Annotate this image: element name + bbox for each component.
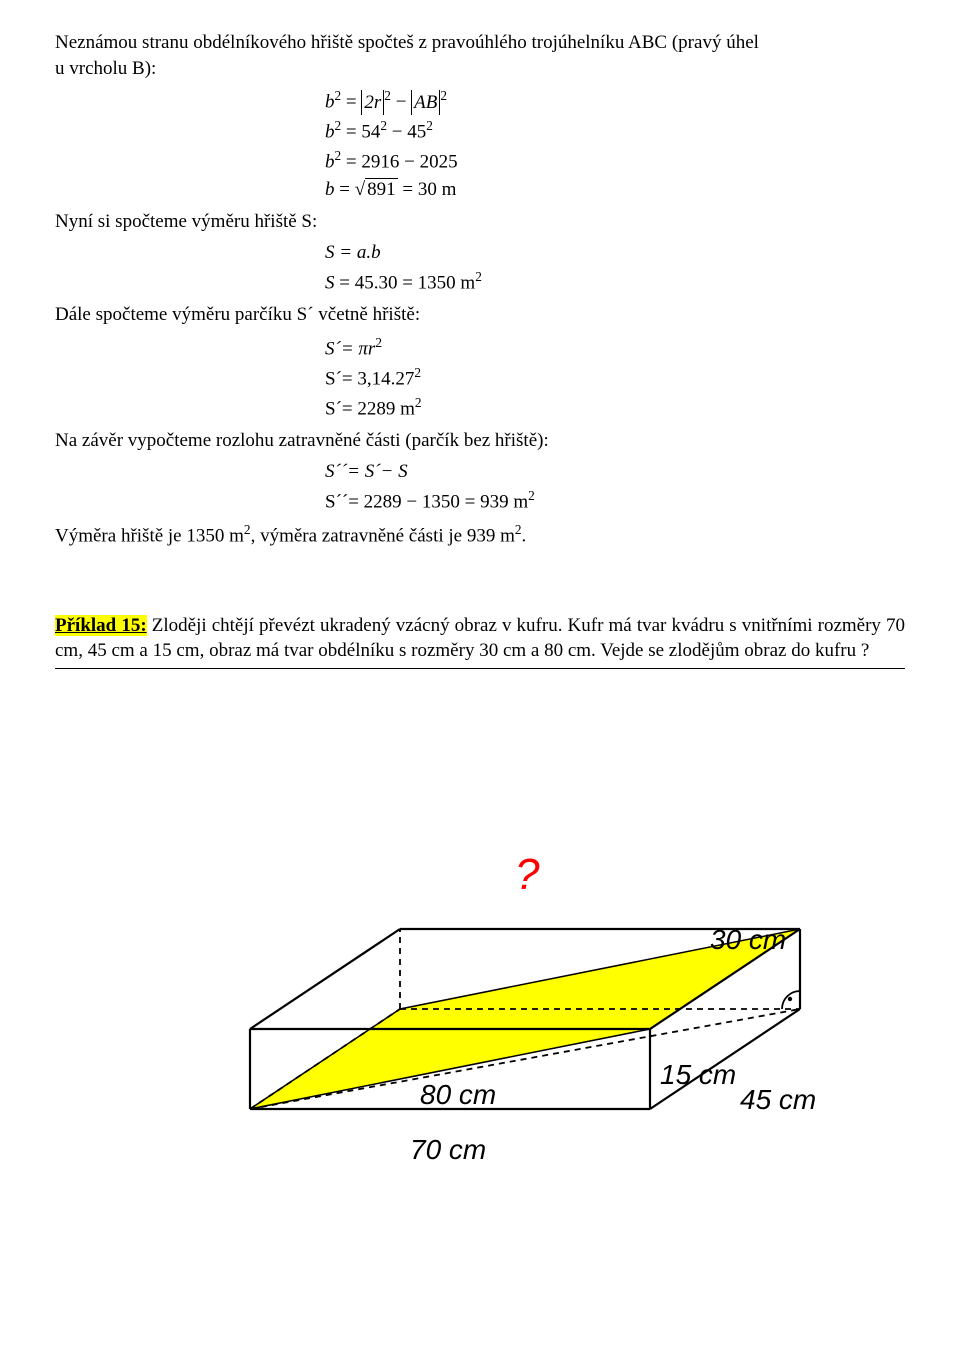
label-45cm: 45 cm xyxy=(740,1084,816,1115)
label-15cm: 15 cm xyxy=(660,1059,736,1090)
eq3: b2 = 2916 − 2025 xyxy=(325,147,905,175)
eq1: b2 = 2r2 − AB2 xyxy=(325,87,905,115)
intro-p2: Nyní si spočteme výměru hřiště S: xyxy=(55,209,905,235)
eq9: S´= 2289 m2 xyxy=(325,394,905,422)
cuboid-svg: ? 30 cm 80 cm 15 cm 45 cm 70 cm xyxy=(120,709,840,1179)
math-block-4: S´´= S´− S S´´= 2289 − 1350 = 939 m2 xyxy=(325,459,905,515)
minus: − xyxy=(396,92,411,113)
eq3-b: b xyxy=(325,152,335,173)
sup: 2 xyxy=(440,88,447,103)
eq5: S = a.b xyxy=(325,240,905,266)
sup: 2 xyxy=(415,395,422,410)
eq2-b: b xyxy=(325,122,335,143)
abs-ab: AB xyxy=(411,90,440,116)
eq1-lhs: b xyxy=(325,92,335,113)
eq9-t: S´= 2289 m xyxy=(325,398,415,419)
eq4-b: b xyxy=(325,179,335,200)
intro-p1: Neznámou stranu obdélníkového hřiště spo… xyxy=(55,30,905,81)
sup: 2 xyxy=(414,365,421,380)
eq4-post: = 30 m xyxy=(398,179,457,200)
q-label: ? xyxy=(515,850,540,899)
eq11: S´´= 2289 − 1350 = 939 m2 xyxy=(325,487,905,515)
eq4: b = 891 = 30 m xyxy=(325,177,905,203)
example-label: Příklad 15: xyxy=(55,615,147,636)
p1-line2: u vrcholu B): xyxy=(55,58,156,79)
eq2: b2 = 542 − 452 xyxy=(325,117,905,145)
math-block-3: S´= πr2 S´= 3,14.272 S´= 2289 m2 xyxy=(325,334,905,422)
eq3-expr: = 2916 − 2025 xyxy=(341,152,457,173)
eq8-t: S´= 3,14.27 xyxy=(325,368,414,389)
eq7-t: S´= πr xyxy=(325,338,375,359)
result-p5: Výměra hřiště je 1350 m2, výměra zatravn… xyxy=(55,521,905,549)
sup: 2 xyxy=(375,335,382,350)
eq2-expr: = 54 xyxy=(341,122,380,143)
cuboid-diagram: ? 30 cm 80 cm 15 cm 45 cm 70 cm xyxy=(55,709,905,1187)
sup: 2 xyxy=(515,522,522,537)
sup: 2 xyxy=(384,88,391,103)
eq6: S = 45.30 = 1350 m2 xyxy=(325,268,905,296)
sup: 2 xyxy=(426,118,433,133)
sup: 2 xyxy=(244,522,251,537)
eq6-s: S xyxy=(325,272,335,293)
eq10: S´´= S´− S xyxy=(325,459,905,485)
eq2-minus: − 45 xyxy=(387,122,426,143)
sup: 2 xyxy=(475,269,482,284)
eq8: S´= 3,14.272 xyxy=(325,364,905,392)
p5-a: Výměra hřiště je 1350 m xyxy=(55,525,244,546)
sqrt-val: 891 xyxy=(365,178,398,200)
eq4-eq: = xyxy=(335,179,355,200)
intro-p3: Dále spočteme výměru parčíku S´ včetně h… xyxy=(55,302,905,328)
eq1-2r: 2r xyxy=(364,92,381,113)
eq7: S´= πr2 xyxy=(325,334,905,362)
eq1-ab: AB xyxy=(414,92,437,113)
sqrt: 891 xyxy=(355,179,398,200)
p1-line1: Neznámou stranu obdélníkového hřiště spo… xyxy=(55,32,759,53)
math-block-2: S = a.b S = 45.30 = 1350 m2 xyxy=(325,240,905,296)
p5-c: . xyxy=(522,525,527,546)
right-angle-dot xyxy=(788,997,792,1001)
example-15: Příklad 15: Zloději chtějí převézt ukrad… xyxy=(55,613,905,664)
equals: = xyxy=(346,92,361,113)
intro-p4: Na závěr vypočteme rozlohu zatravněné čá… xyxy=(55,428,905,454)
eq11-t: S´´= 2289 − 1350 = 939 m xyxy=(325,491,528,512)
sup: 2 xyxy=(528,488,535,503)
example-underline xyxy=(55,668,905,669)
p5-b: , výměra zatravněné části je 939 m xyxy=(251,525,515,546)
eq6-expr: = 45.30 = 1350 m xyxy=(335,272,476,293)
abs-2r: 2r xyxy=(361,90,384,116)
label-70cm: 70 cm xyxy=(410,1134,486,1165)
label-30cm: 30 cm xyxy=(710,924,786,955)
label-80cm: 80 cm xyxy=(420,1079,496,1110)
sup: 2 xyxy=(335,88,342,103)
math-block-1: b2 = 2r2 − AB2 b2 = 542 − 452 b2 = 2916 … xyxy=(325,87,905,203)
example-body: Zloději chtějí převézt ukradený vzácný o… xyxy=(55,615,905,662)
